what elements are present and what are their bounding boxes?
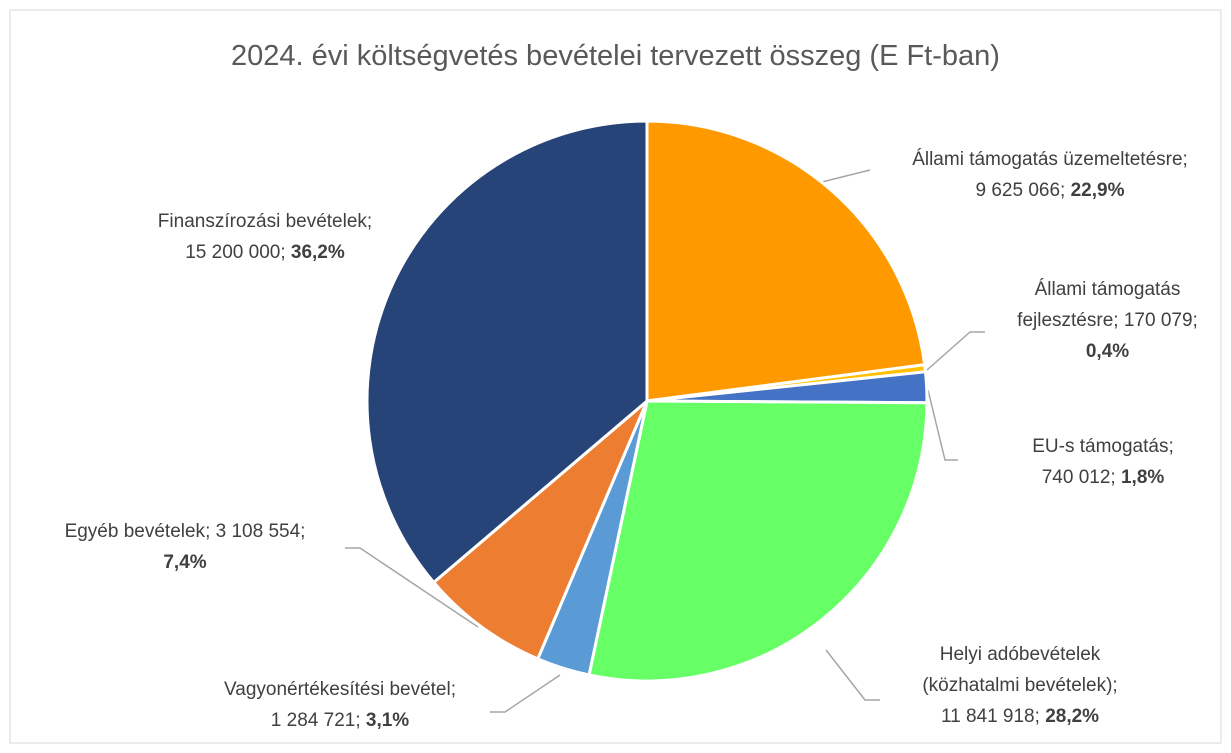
data-label: Egyéb bevételek; 3 108 554; 7,4% [64, 521, 306, 573]
percent: 7,4% [163, 552, 207, 573]
leader [490, 674, 561, 713]
leader [927, 389, 958, 461]
percent: 22,9% [1070, 180, 1125, 201]
category: Helyi adóbevételek (közhatalmi bevételek… [922, 644, 1113, 696]
percent: 1,8% [1120, 467, 1165, 488]
category: Állami támogatás üzemeltetésre [912, 149, 1183, 170]
leader [825, 649, 880, 701]
percent: 3,1% [365, 710, 410, 731]
category: EU-s támogatás [1032, 436, 1169, 457]
value: 9 625 066 [975, 180, 1061, 201]
value: 15 200 000 [185, 242, 281, 263]
leaders [345, 169, 985, 713]
value: 11 841 918 [940, 706, 1035, 727]
pie-slice [431, 399, 649, 661]
category: Állami támogatás fejlesztésre [1017, 279, 1181, 331]
frame [9, 9, 1222, 744]
chart-title: 2024. évi költségvetés bevételei terveze… [231, 40, 1000, 72]
value: 1 284 721 [270, 710, 356, 731]
percent: 36,2% [290, 242, 345, 263]
category: Finanszírozási bevételek [157, 211, 367, 232]
value: 3 108 554 [215, 521, 301, 542]
pie-slice [365, 119, 649, 585]
percent: 0,4% [1085, 341, 1130, 362]
data-label: Állami támogatás üzemeltetésre; 9 625 06… [912, 149, 1188, 201]
data-label: Vagyonértékesítési bevétel; 1 284 721; 3… [223, 679, 456, 731]
data-label: EU-s támogatás; 740 012; 1,8% [1032, 436, 1174, 488]
leader [926, 331, 985, 371]
percent: 28,2% [1045, 706, 1100, 727]
value: 740 012 [1041, 467, 1111, 488]
leader [345, 547, 479, 628]
leader [821, 169, 871, 183]
category: Vagyonértékesítési bevétel [223, 679, 451, 700]
value: 170 079 [1123, 310, 1193, 331]
data-label: Helyi adóbevételek (közhatalmi bevételek… [922, 644, 1118, 727]
pie-slice [587, 399, 929, 683]
pie-slice [645, 119, 927, 403]
data-label: Állami támogatás fejlesztésre; 170 079; … [1017, 279, 1198, 362]
data-label: Finanszírozási bevételek; 15 200 000; 36… [157, 211, 373, 263]
category: Egyéb bevételek [64, 521, 206, 542]
